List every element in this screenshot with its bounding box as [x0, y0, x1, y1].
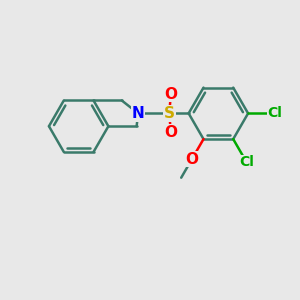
Text: O: O [164, 125, 177, 140]
Text: O: O [185, 152, 198, 167]
Text: N: N [132, 106, 145, 121]
Text: S: S [164, 106, 175, 121]
Text: Cl: Cl [267, 106, 282, 120]
Text: Cl: Cl [239, 155, 254, 169]
Text: O: O [164, 86, 177, 101]
